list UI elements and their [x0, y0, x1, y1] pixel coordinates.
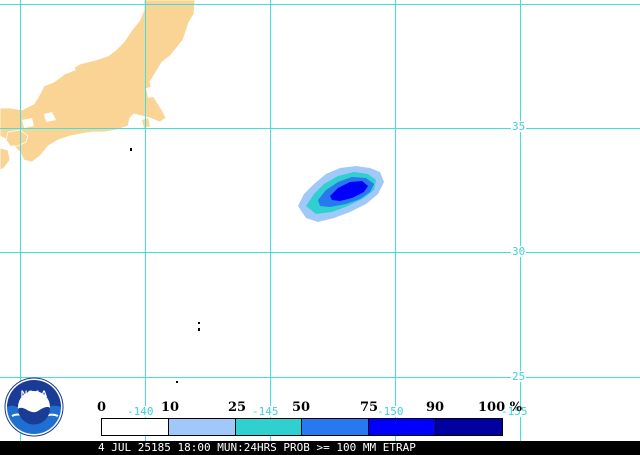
noaa-logo-icon: NOAA: [4, 377, 64, 437]
lon-label-155: -155: [500, 405, 529, 418]
legend-tick-100: 100 %: [478, 400, 523, 415]
lat-label-35: 35: [511, 120, 527, 133]
legend-swatch-0-10: [102, 419, 169, 435]
landmass-japan: [0, 0, 200, 383]
lat-label-25: 25: [511, 370, 527, 383]
honshu: [0, 0, 196, 163]
status-bar: 4 JUL 25185 18:00 MUN:24HRS PROB >= 100 …: [0, 441, 640, 455]
legend-tick-25: 25: [228, 400, 247, 415]
noaa-logo-text: NOAA: [21, 389, 48, 399]
graticule: [0, 0, 640, 441]
map-canvas: [0, 0, 640, 441]
legend-swatch-75-90: [369, 419, 437, 435]
legend-tick-75: 75: [360, 400, 379, 415]
lon-label-150: -150: [376, 405, 405, 418]
legend-tick-90: 90: [426, 400, 445, 415]
legend-tick-50: 50: [292, 400, 311, 415]
lat-label-30: 30: [511, 245, 527, 258]
kyushu-edge: [0, 147, 11, 171]
legend-tick-10: 10: [161, 400, 180, 415]
prob-75-90: [330, 181, 368, 201]
legend-swatch-90-100: [436, 419, 502, 435]
legend-swatch-50-75: [302, 419, 370, 435]
legend-swatch-25-50: [235, 419, 303, 435]
legend-tick-0: 0: [97, 400, 107, 415]
probability-blob: [298, 166, 384, 222]
shikoku: [5, 129, 29, 147]
legend-swatch-10-25: [168, 419, 236, 435]
lon-label-140: -140: [126, 405, 155, 418]
lon-label-145: -145: [251, 405, 280, 418]
legend-color-bar: [101, 418, 503, 436]
